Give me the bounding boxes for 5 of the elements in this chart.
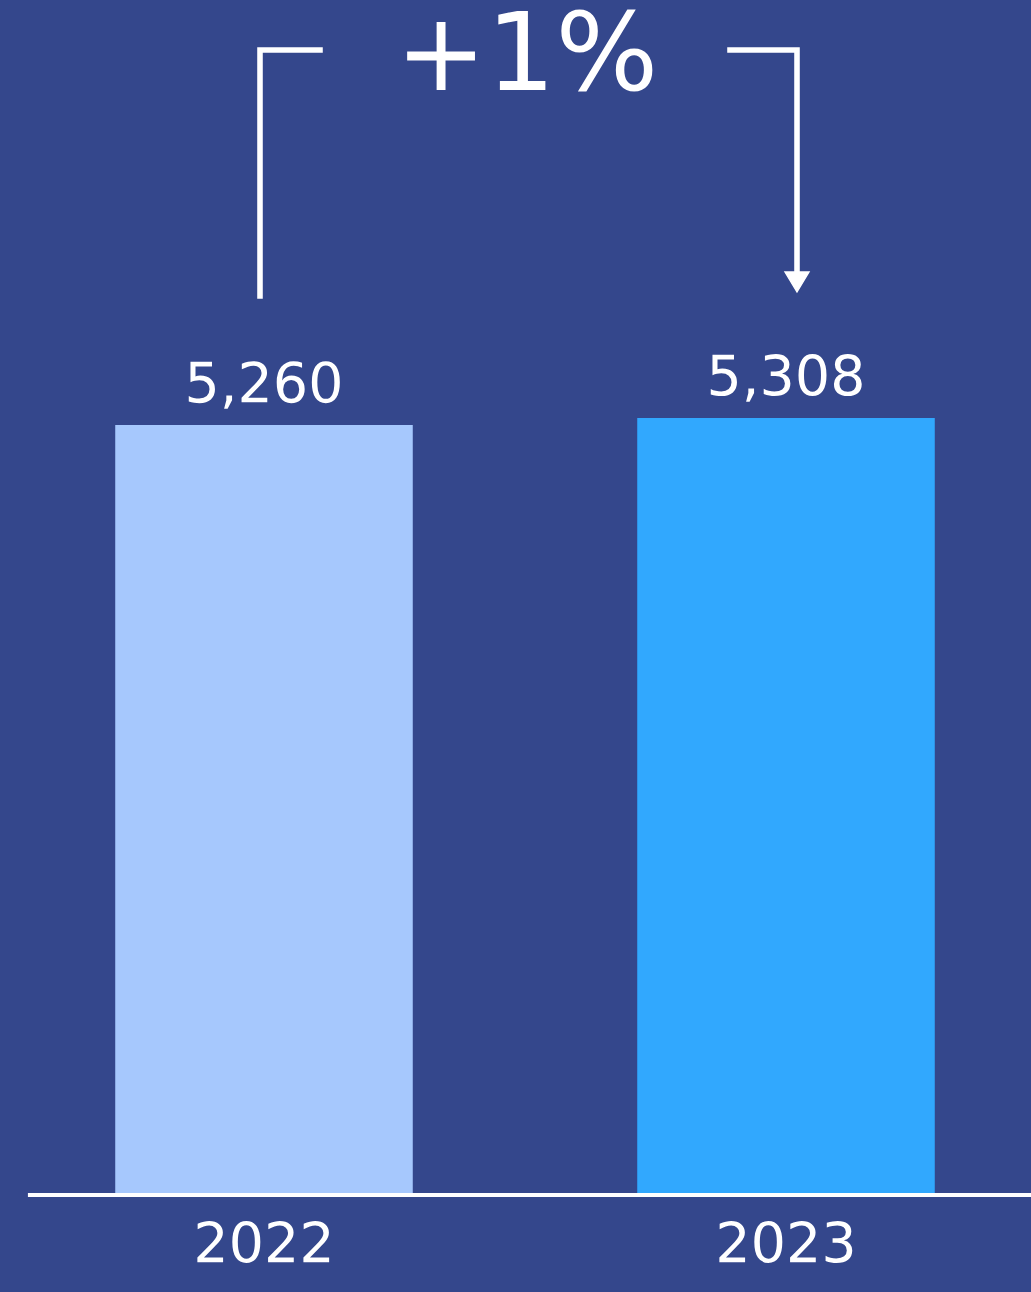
data-label: 5,308 (710, 354, 862, 402)
x-tick-label: 2022 (197, 1220, 330, 1263)
x-tick-label: 2023 (719, 1220, 853, 1263)
text: +1% (407, 9, 653, 92)
data-label: 5,260 (188, 361, 340, 409)
